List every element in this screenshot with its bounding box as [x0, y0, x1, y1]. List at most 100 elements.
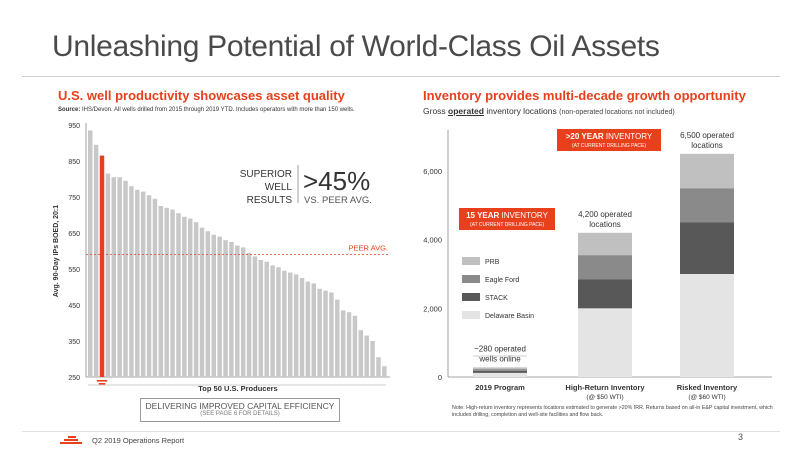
- inventory-tag-background: [459, 208, 555, 230]
- legend-swatch: [462, 257, 480, 265]
- producer-bar: [140, 191, 146, 377]
- footer-divider: [22, 431, 780, 432]
- producer-bar: [176, 213, 181, 377]
- producer-bar: [346, 312, 352, 377]
- inventory-tag-subtitle: (AT CURRENT DRILLING PACE): [470, 222, 544, 228]
- inventory-tag-word: INVENTORY: [604, 132, 653, 141]
- inventory-segment-prb: [680, 153, 734, 189]
- right-category-sublabel: (@ $50 WTI): [586, 394, 623, 401]
- callout-comparison: VS. PEER AVG.: [304, 195, 372, 206]
- left-y-axis-label: Avg. 90-Day IPs BOED, 20:1: [53, 205, 60, 297]
- producer-bar: [170, 209, 175, 377]
- subtitle-gross: Gross: [423, 106, 446, 116]
- producer-bar: [340, 310, 346, 377]
- producer-bar: [188, 218, 193, 377]
- producer-bar: [235, 245, 240, 377]
- producer-bar: [317, 288, 322, 377]
- producer-bar: [111, 177, 116, 377]
- producer-bar: [299, 278, 305, 377]
- producer-bar: [370, 341, 375, 377]
- left-y-tick-label: 550: [68, 267, 80, 274]
- capital-efficiency-box: DELIVERING IMPROVED CAPITAL EFFICIENCY (…: [140, 398, 340, 422]
- subtitle-inventory: inventory locations: [486, 106, 557, 116]
- inventory-tag-title: 15 YEAR INVENTORY: [466, 211, 548, 220]
- legend-label: Eagle Ford: [485, 277, 519, 284]
- legend-label: STACK: [485, 295, 508, 302]
- producer-bar: [240, 247, 246, 377]
- bar-total-label: 6,500 operated: [680, 131, 734, 140]
- callout-percentage: >45%: [303, 166, 370, 196]
- producer-bar: [152, 198, 158, 377]
- left-y-tick-label: 250: [68, 375, 80, 382]
- producer-bar: [364, 335, 369, 377]
- inventory-tag-word: INVENTORY: [499, 211, 548, 220]
- producer-bar: [123, 180, 128, 377]
- inventory-footnote: Note: High-return inventory represents l…: [452, 405, 773, 418]
- right-y-tick-label: 0: [438, 373, 442, 382]
- producer-bar: [382, 366, 387, 377]
- inventory-segment-delaware-basin: [578, 308, 632, 377]
- inventory-tag-title: >20 YEAR INVENTORY: [566, 132, 653, 141]
- right-y-tick-label: 6,000: [423, 167, 442, 176]
- producer-bar: [276, 267, 281, 377]
- producer-bar: [93, 144, 99, 377]
- producer-bar: [229, 242, 234, 377]
- right-y-tick-label: 2,000: [423, 304, 442, 313]
- left-y-tick-label: 650: [68, 231, 80, 238]
- slide-title: Unleashing Potential of World-Class Oil …: [52, 30, 660, 63]
- inventory-segment-eagle-ford: [680, 188, 734, 223]
- left-y-tick-label: 750: [68, 195, 80, 202]
- source-label: Source:: [58, 107, 81, 113]
- producer-bar: [282, 270, 287, 377]
- left-y-tick-label: 850: [68, 159, 80, 166]
- producer-bar: [311, 283, 316, 377]
- inventory-tag-subtitle: (AT CURRENT DRILLING PACE): [572, 143, 646, 149]
- company-logo: [60, 436, 82, 444]
- producer-bar: [129, 186, 134, 377]
- capital-efficiency-line1: DELIVERING IMPROVED CAPITAL EFFICIENCY: [145, 401, 335, 411]
- bar-total-label: 4,200 operated: [578, 210, 632, 219]
- inventory-segment-delaware-basin: [680, 274, 734, 377]
- right-category-label: 2019 Program: [475, 383, 525, 392]
- producer-bar: [252, 256, 258, 377]
- producer-bar: [199, 227, 205, 377]
- subtitle-operated: operated: [448, 106, 484, 116]
- producer-bar: [376, 357, 381, 377]
- producer-bar: [182, 216, 187, 377]
- logo-mark-top: [96, 380, 108, 382]
- inventory-tag-years: >20 YEAR: [566, 132, 604, 141]
- bar-total-sublabel: locations: [691, 141, 723, 150]
- inventory-segment-eagle-ford: [473, 369, 527, 371]
- right-y-tick-label: 4,000: [423, 236, 442, 245]
- callout-word: WELL: [265, 182, 293, 193]
- producer-bar: [305, 281, 311, 377]
- left-y-tick-label: 950: [68, 123, 80, 130]
- producer-bar: [335, 299, 340, 377]
- legend-swatch: [462, 293, 480, 301]
- producer-bar: [211, 234, 216, 377]
- capital-efficiency-line2: (SEE PAGE 6 FOR DETAILS): [200, 411, 280, 417]
- right-category-label: Risked Inventory: [677, 383, 738, 392]
- producer-bar: [146, 195, 152, 377]
- source-note: Source: IHS/Devon. All wells drilled fro…: [58, 107, 355, 113]
- title-divider: [22, 76, 780, 77]
- bar-total-label: ~280 operated: [474, 344, 526, 353]
- producer-bar: [193, 222, 199, 377]
- producer-bar: [135, 189, 140, 377]
- left-x-axis-label: Top 50 U.S. Producers: [198, 384, 277, 393]
- legend-label: PRB: [485, 259, 500, 266]
- producer-bar: [158, 206, 164, 377]
- source-text: IHS/Devon. All wells drilled from 2015 t…: [82, 107, 355, 113]
- producer-bar: [323, 290, 328, 377]
- producer-bar: [88, 130, 93, 377]
- logo-mark-bottom: [98, 383, 106, 385]
- producer-bar: [264, 261, 269, 377]
- legend-swatch: [462, 311, 480, 319]
- producer-bar: [270, 265, 275, 377]
- bar-total-sublabel: wells online: [478, 354, 521, 363]
- inventory-segment-eagle-ford: [578, 255, 632, 280]
- left-y-tick-label: 450: [68, 303, 80, 310]
- legend-swatch: [462, 275, 480, 283]
- producer-bar: [105, 173, 111, 377]
- producer-bar: [117, 177, 122, 377]
